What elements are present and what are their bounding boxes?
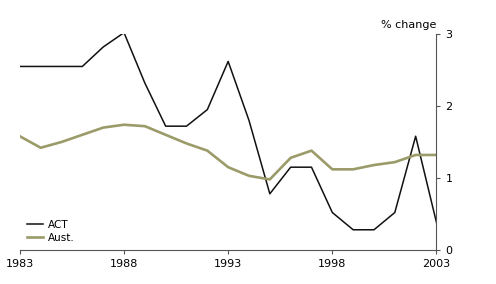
Aust. (100, 126, 106, 129)
ACT (309, 166, 314, 169)
ACT (350, 228, 356, 231)
Aust. (121, 123, 127, 126)
Aust. (371, 163, 377, 167)
Aust. (329, 168, 335, 171)
Aust. (225, 166, 231, 169)
ACT (225, 60, 231, 63)
ACT (267, 192, 273, 195)
ACT (100, 45, 106, 49)
Aust. (204, 149, 210, 152)
Aust. (350, 168, 356, 171)
ACT (288, 166, 294, 169)
ACT (204, 108, 210, 111)
ACT (142, 81, 148, 85)
Aust. (142, 124, 148, 128)
ACT (413, 135, 419, 138)
Aust. (246, 174, 252, 178)
ACT (329, 211, 335, 214)
ACT (392, 211, 398, 214)
Aust. (288, 156, 294, 160)
Aust. (434, 153, 439, 157)
ACT (184, 124, 189, 128)
ACT (79, 65, 85, 68)
Text: % change: % change (381, 20, 436, 30)
Aust. (38, 146, 44, 149)
Aust. (184, 142, 189, 145)
Aust. (79, 133, 85, 137)
Aust. (392, 160, 398, 164)
Line: Aust.: Aust. (20, 125, 436, 179)
Legend: ACT, Aust.: ACT, Aust. (25, 218, 77, 245)
ACT (163, 124, 169, 128)
Line: ACT: ACT (20, 33, 436, 230)
ACT (371, 228, 377, 231)
ACT (121, 31, 127, 34)
Aust. (17, 135, 23, 138)
Aust. (267, 178, 273, 181)
ACT (38, 65, 44, 68)
ACT (17, 65, 23, 68)
Aust. (59, 140, 64, 144)
Aust. (163, 133, 169, 137)
ACT (59, 65, 64, 68)
Aust. (413, 153, 419, 157)
ACT (246, 119, 252, 122)
ACT (434, 221, 439, 224)
Aust. (309, 149, 314, 152)
